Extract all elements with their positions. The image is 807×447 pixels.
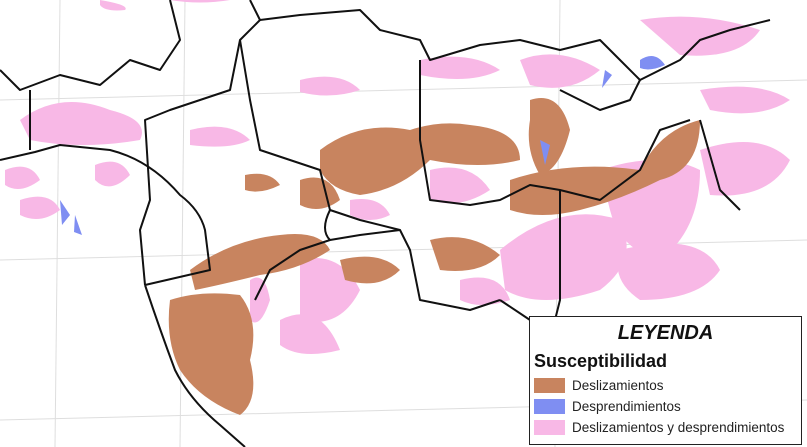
legend-subtitle: Susceptibilidad — [534, 351, 668, 371]
legend: LEYENDA Susceptibilidad Deslizamientos D… — [529, 316, 802, 445]
legend-label: Deslizamientos y desprendimientos — [572, 420, 785, 435]
legend-label: Desprendimientos — [572, 399, 681, 414]
legend-item-ambos: Deslizamientos y desprendimientos — [534, 417, 801, 438]
legend-swatch-blue — [534, 399, 565, 414]
legend-swatch-pink — [534, 420, 565, 435]
legend-item-deslizamientos: Deslizamientos — [534, 375, 801, 396]
legend-label: Deslizamientos — [572, 378, 664, 393]
legend-title: LEYENDA — [617, 322, 714, 344]
brown-zones — [168, 98, 700, 415]
legend-swatch-brown — [534, 378, 565, 393]
pink-zones — [5, 0, 790, 354]
province-borders — [0, 0, 771, 447]
legend-item-desprendimientos: Desprendimientos — [534, 396, 801, 417]
blue-zones — [60, 56, 665, 235]
